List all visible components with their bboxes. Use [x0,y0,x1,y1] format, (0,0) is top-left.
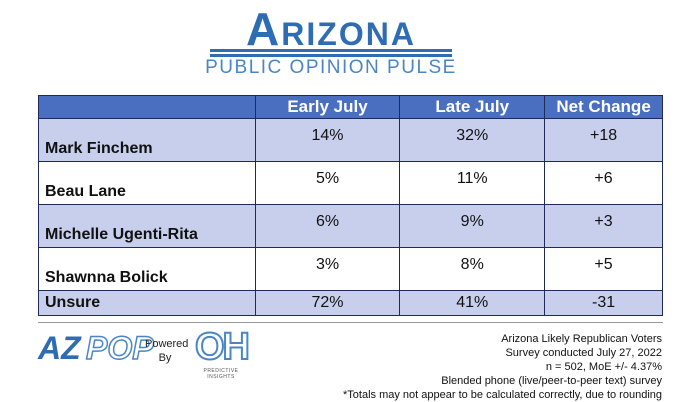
logo-az: AZ [38,330,81,366]
name-cell: Unsure [38,290,256,316]
value-cell: 72% [254,290,401,316]
cell-value: 6% [315,213,340,230]
powered-by: Powered By [145,338,189,364]
name-cell: Beau Lane [38,161,256,205]
value-cell: 6% [254,204,401,248]
divider [38,322,663,323]
logo-pop: POP [85,329,154,367]
note-line: Survey conducted July 27, 2022 [505,347,662,359]
cell-value: +3 [594,213,613,230]
note-line: Blended phone (live/peer-to-peer text) s… [441,375,662,387]
value-cell: 14% [254,118,401,162]
table-row: Shawnna Bolick 3% 8% +5 [38,247,663,291]
candidate-name: Beau Lane [45,183,126,200]
value-cell: +5 [544,247,663,291]
cell-value: 32% [456,127,489,144]
cell-value: +18 [589,127,618,144]
subtitle: PUBLIC OPINION PULSE [205,57,457,78]
cell-value: 8% [460,256,484,273]
cell-value: 14% [311,127,344,144]
cell-value: 72% [311,294,344,311]
value-cell: 5% [254,161,401,205]
logo-oh-sub: PREDICTIVE INSIGHTS [203,368,239,380]
cell-value: +5 [594,256,613,273]
candidate-name: Mark Finchem [45,140,153,157]
value-cell: 41% [399,290,546,316]
name-cell: Mark Finchem [38,118,256,162]
candidate-name: Unsure [45,294,101,311]
notes: Arizona Likely Republican Voters Survey c… [343,332,662,402]
note-line: Arizona Likely Republican Voters [501,333,662,345]
cell-value: 5% [315,170,340,187]
table-row: Mark Finchem 14% 32% +18 [38,118,663,162]
candidate-name: Michelle Ugenti-Rita [45,226,198,243]
header-cell: Net Change [544,95,663,119]
logo-oh: OH [194,325,251,369]
results-table: Early July Late July Net Change Mark Finch… [38,95,663,316]
title: Arizona [246,3,416,55]
cell-value: 41% [456,294,489,311]
value-cell: +18 [544,118,663,162]
table-row: Unsure 72% 41% -31 [38,290,663,316]
value-cell: 8% [399,247,546,291]
value-cell: 11% [399,161,546,205]
value-cell: 3% [254,247,401,291]
note-line: *Totals may not appear to be calculated … [343,389,662,401]
cell-value: +6 [594,170,613,187]
name-cell: Michelle Ugenti-Rita [38,204,256,248]
candidate-name: Shawnna Bolick [45,269,168,286]
name-cell: Shawnna Bolick [38,247,256,291]
table-row: Beau Lane 5% 11% +6 [38,161,663,205]
note-line: n = 502, MoE +/- 4.37% [545,361,662,373]
title-rule [210,49,452,52]
value-cell: -31 [544,290,663,316]
header-row: Early July Late July Net Change [38,95,663,119]
title-rule [210,54,452,57]
cell-value: 9% [460,213,484,230]
header-cell [38,95,256,119]
value-cell: +6 [544,161,663,205]
value-cell: 9% [399,204,546,248]
header-cell: Early July [254,95,401,119]
value-cell: 32% [399,118,546,162]
header-cell: Late July [399,95,546,119]
cell-value: 3% [315,256,340,273]
value-cell: +3 [544,204,663,248]
cell-value: -31 [591,294,616,311]
cell-value: 11% [456,170,488,187]
table-row: Michelle Ugenti-Rita 6% 9% +3 [38,204,663,248]
